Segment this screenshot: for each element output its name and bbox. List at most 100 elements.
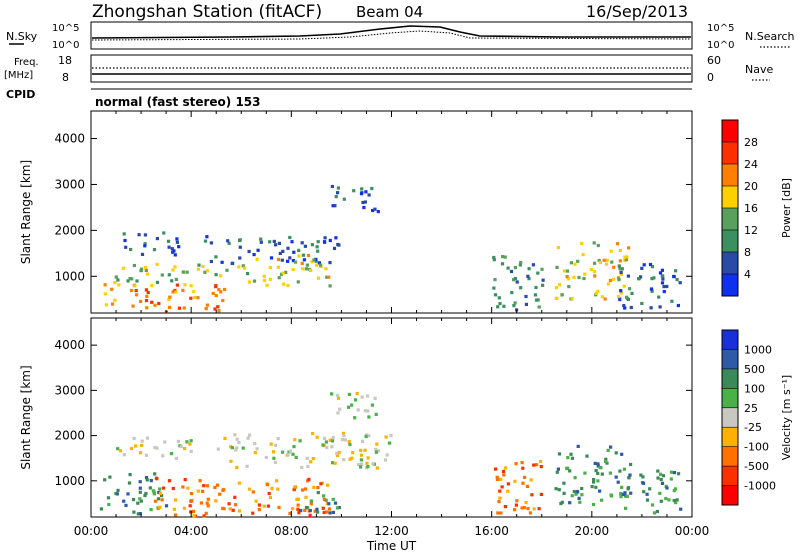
data-cell [135,293,139,297]
x-tick-label: 00:00 [675,524,710,538]
data-cell [272,456,276,460]
x-tick-label: 04:00 [174,524,209,538]
data-cell [596,471,600,475]
data-cell [572,489,576,494]
data-cell [219,274,223,278]
data-cell [303,244,307,248]
data-cell [373,207,377,211]
data-cell [629,305,633,310]
data-cell [315,435,319,439]
data-cell [366,465,370,469]
data-cell [324,498,328,502]
data-cell [342,458,346,462]
data-cell [617,278,621,282]
data-cell [513,276,517,281]
data-cell [334,195,338,199]
data-cell [305,263,309,267]
colorbar-swatch [722,407,738,428]
panel-frame-power [90,110,693,314]
data-cell [331,436,335,440]
data-cell [648,487,652,491]
colorbar-tick-label: 12 [744,224,758,237]
data-cell [139,499,143,503]
data-cell [166,239,171,243]
data-cell [321,506,325,510]
colorbar-swatch [722,388,738,409]
data-cell [288,235,292,240]
nsky-line [91,25,691,39]
data-cell [618,469,622,473]
data-cell [282,282,286,286]
data-cell [523,475,527,479]
data-cell [175,237,179,241]
data-cell [342,197,346,201]
data-cell [616,295,621,299]
data-cell [618,259,622,263]
data-cell [124,245,128,249]
data-cell [346,405,351,409]
data-cell [316,491,320,495]
data-cell [384,435,388,439]
data-cell [565,269,570,273]
data-cell [324,440,328,444]
y-axis-label: Slant Range [km] [19,365,33,469]
data-cell [336,453,340,458]
data-cell [522,506,526,510]
data-cell [213,307,217,311]
data-cell [342,434,346,438]
data-cell [512,278,516,282]
data-cell [174,290,178,294]
data-cell [573,476,577,480]
colorbar-swatch [722,427,738,448]
data-cell [318,263,323,267]
data-cell [365,461,369,465]
data-cell [661,474,665,478]
data-cell [316,510,320,514]
data-cell [103,283,107,287]
data-cell [326,483,330,487]
data-cell [206,504,210,508]
data-cell [116,278,120,282]
data-cell [220,260,224,264]
data-cell [155,280,160,284]
data-cell [614,475,618,479]
data-cell [253,442,257,446]
data-cell [662,290,666,294]
data-cell [262,274,266,278]
data-cell [669,470,674,474]
data-cell [189,296,193,300]
data-cell [373,396,377,400]
data-cell [667,498,671,502]
data-cell [503,466,507,470]
data-cell [203,270,207,274]
data-cell [227,502,231,506]
data-cell [167,298,171,302]
data-cell [143,244,147,248]
data-cell [619,495,623,499]
data-cell [204,307,208,311]
data-cell [167,245,171,249]
data-cell [201,264,205,268]
data-cell [196,267,200,271]
data-cell [301,253,305,257]
colorbar-frame [721,329,739,506]
data-cell [596,464,600,468]
data-cell [627,287,632,291]
data-cell [116,447,120,451]
data-cell [567,285,571,289]
colorbar-tick-label: 8 [744,246,751,259]
data-cell [515,499,519,503]
data-cell [367,193,371,197]
data-cell [660,268,664,272]
data-cell [529,478,533,482]
data-cell [281,249,285,253]
data-cell [554,487,558,491]
data-cell [622,284,626,288]
data-cell [375,442,379,446]
data-cell [330,439,335,443]
data-cell [196,489,200,493]
y-tick-label: 3000 [54,177,85,191]
data-cell [188,504,192,508]
data-cell [608,278,612,283]
data-cell [555,470,559,474]
